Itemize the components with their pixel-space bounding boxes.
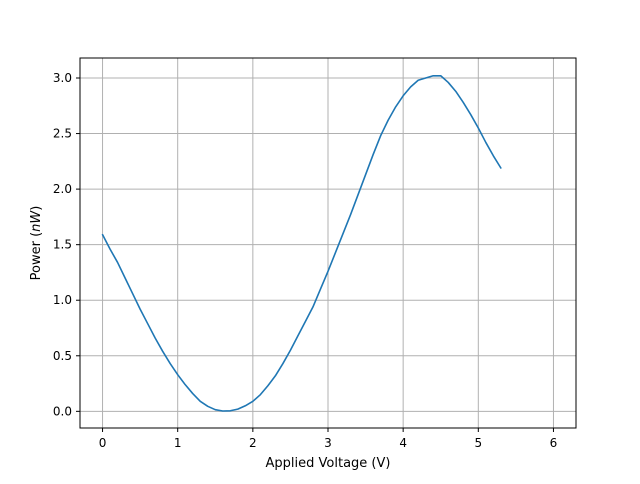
ticks-layer: 0 1 2 3 4 5 6 0.0 0.5 1.0 1.5 2.0 2.5 3.0 — [53, 71, 557, 450]
x-tick-label: 4 — [399, 436, 407, 450]
grid-layer — [80, 58, 576, 428]
x-tick-label: 6 — [550, 436, 558, 450]
y-tick-label: 0.0 — [53, 404, 72, 418]
plot-frame — [79, 57, 577, 429]
y-axis-label-unit: nW — [29, 210, 44, 232]
y-axis-label-suffix: ) — [29, 206, 44, 211]
y-tick-label: 1.0 — [53, 293, 72, 307]
x-tick-label: 1 — [174, 436, 182, 450]
y-tick-label: 0.5 — [53, 349, 72, 363]
y-axis-label-prefix: Power ( — [29, 232, 44, 281]
y-tick-label: 1.5 — [53, 238, 72, 252]
x-tick-label: 5 — [474, 436, 482, 450]
x-tick-label: 0 — [99, 436, 107, 450]
x-tick-label: 2 — [249, 436, 257, 450]
series-line-0 — [101, 74, 502, 412]
y-tick-label: 2.5 — [53, 127, 72, 141]
x-axis-label: Applied Voltage (V) — [266, 456, 391, 471]
y-axis-label: Power (nW) — [29, 206, 44, 281]
y-tick-label: 2.0 — [53, 182, 72, 196]
series-layer — [101, 74, 502, 412]
y-tick-label: 3.0 — [53, 71, 72, 85]
x-tick-label: 3 — [324, 436, 332, 450]
